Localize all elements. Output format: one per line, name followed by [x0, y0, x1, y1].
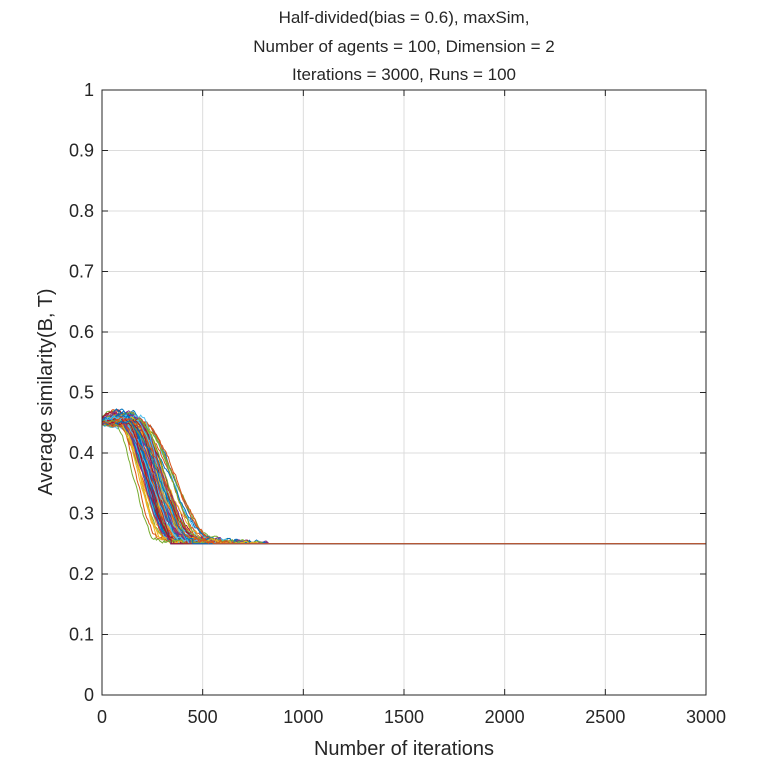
x-tick-labels: 0 500 1000 1500 2000 2500 3000: [97, 707, 726, 727]
y-tick-labels: 0 0.1 0.2 0.3 0.4 0.5 0.6 0.7 0.8 0.9 1: [69, 80, 94, 705]
series-line: [101, 416, 706, 545]
x-tick-label: 2500: [585, 707, 625, 727]
x-tick-label: 1000: [283, 707, 323, 727]
x-tick-label: 500: [188, 707, 218, 727]
y-tick-label: 0.2: [69, 564, 94, 584]
y-tick-label: 0.4: [69, 443, 94, 463]
title-line-3: Iterations = 3000, Runs = 100: [292, 65, 516, 84]
axes: [101, 89, 707, 696]
series-line: [101, 415, 706, 545]
title-line-2: Number of agents = 100, Dimension = 2: [253, 37, 554, 56]
series-line: [101, 420, 706, 545]
x-tick-label: 1500: [384, 707, 424, 727]
y-tick-label: 0.8: [69, 201, 94, 221]
chart-title: Half-divided(bias = 0.6), maxSim, Number…: [253, 8, 554, 84]
y-tick-label: 1: [84, 80, 94, 100]
grid-lines: [102, 90, 706, 695]
x-tick-label: 2000: [485, 707, 525, 727]
y-tick-label: 0.5: [69, 383, 94, 403]
y-tick-label: 0.7: [69, 262, 94, 282]
series-line: [101, 419, 706, 545]
series-line: [101, 419, 706, 545]
y-tick-label: 0.6: [69, 322, 94, 342]
y-axis-label: Average similarity(B, T): [35, 288, 57, 495]
y-tick-label: 0.1: [69, 625, 94, 645]
series-lines: [101, 408, 706, 545]
x-tick-label: 3000: [686, 707, 726, 727]
y-tick-label: 0.9: [69, 141, 94, 161]
x-tick-label: 0: [97, 707, 107, 727]
series-line: [101, 415, 706, 545]
series-line: [101, 417, 706, 545]
x-axis-label: Number of iterations: [314, 738, 494, 760]
y-tick-label: 0: [84, 685, 94, 705]
series-line: [101, 415, 706, 545]
title-line-1: Half-divided(bias = 0.6), maxSim,: [279, 8, 530, 27]
y-tick-label: 0.3: [69, 504, 94, 524]
